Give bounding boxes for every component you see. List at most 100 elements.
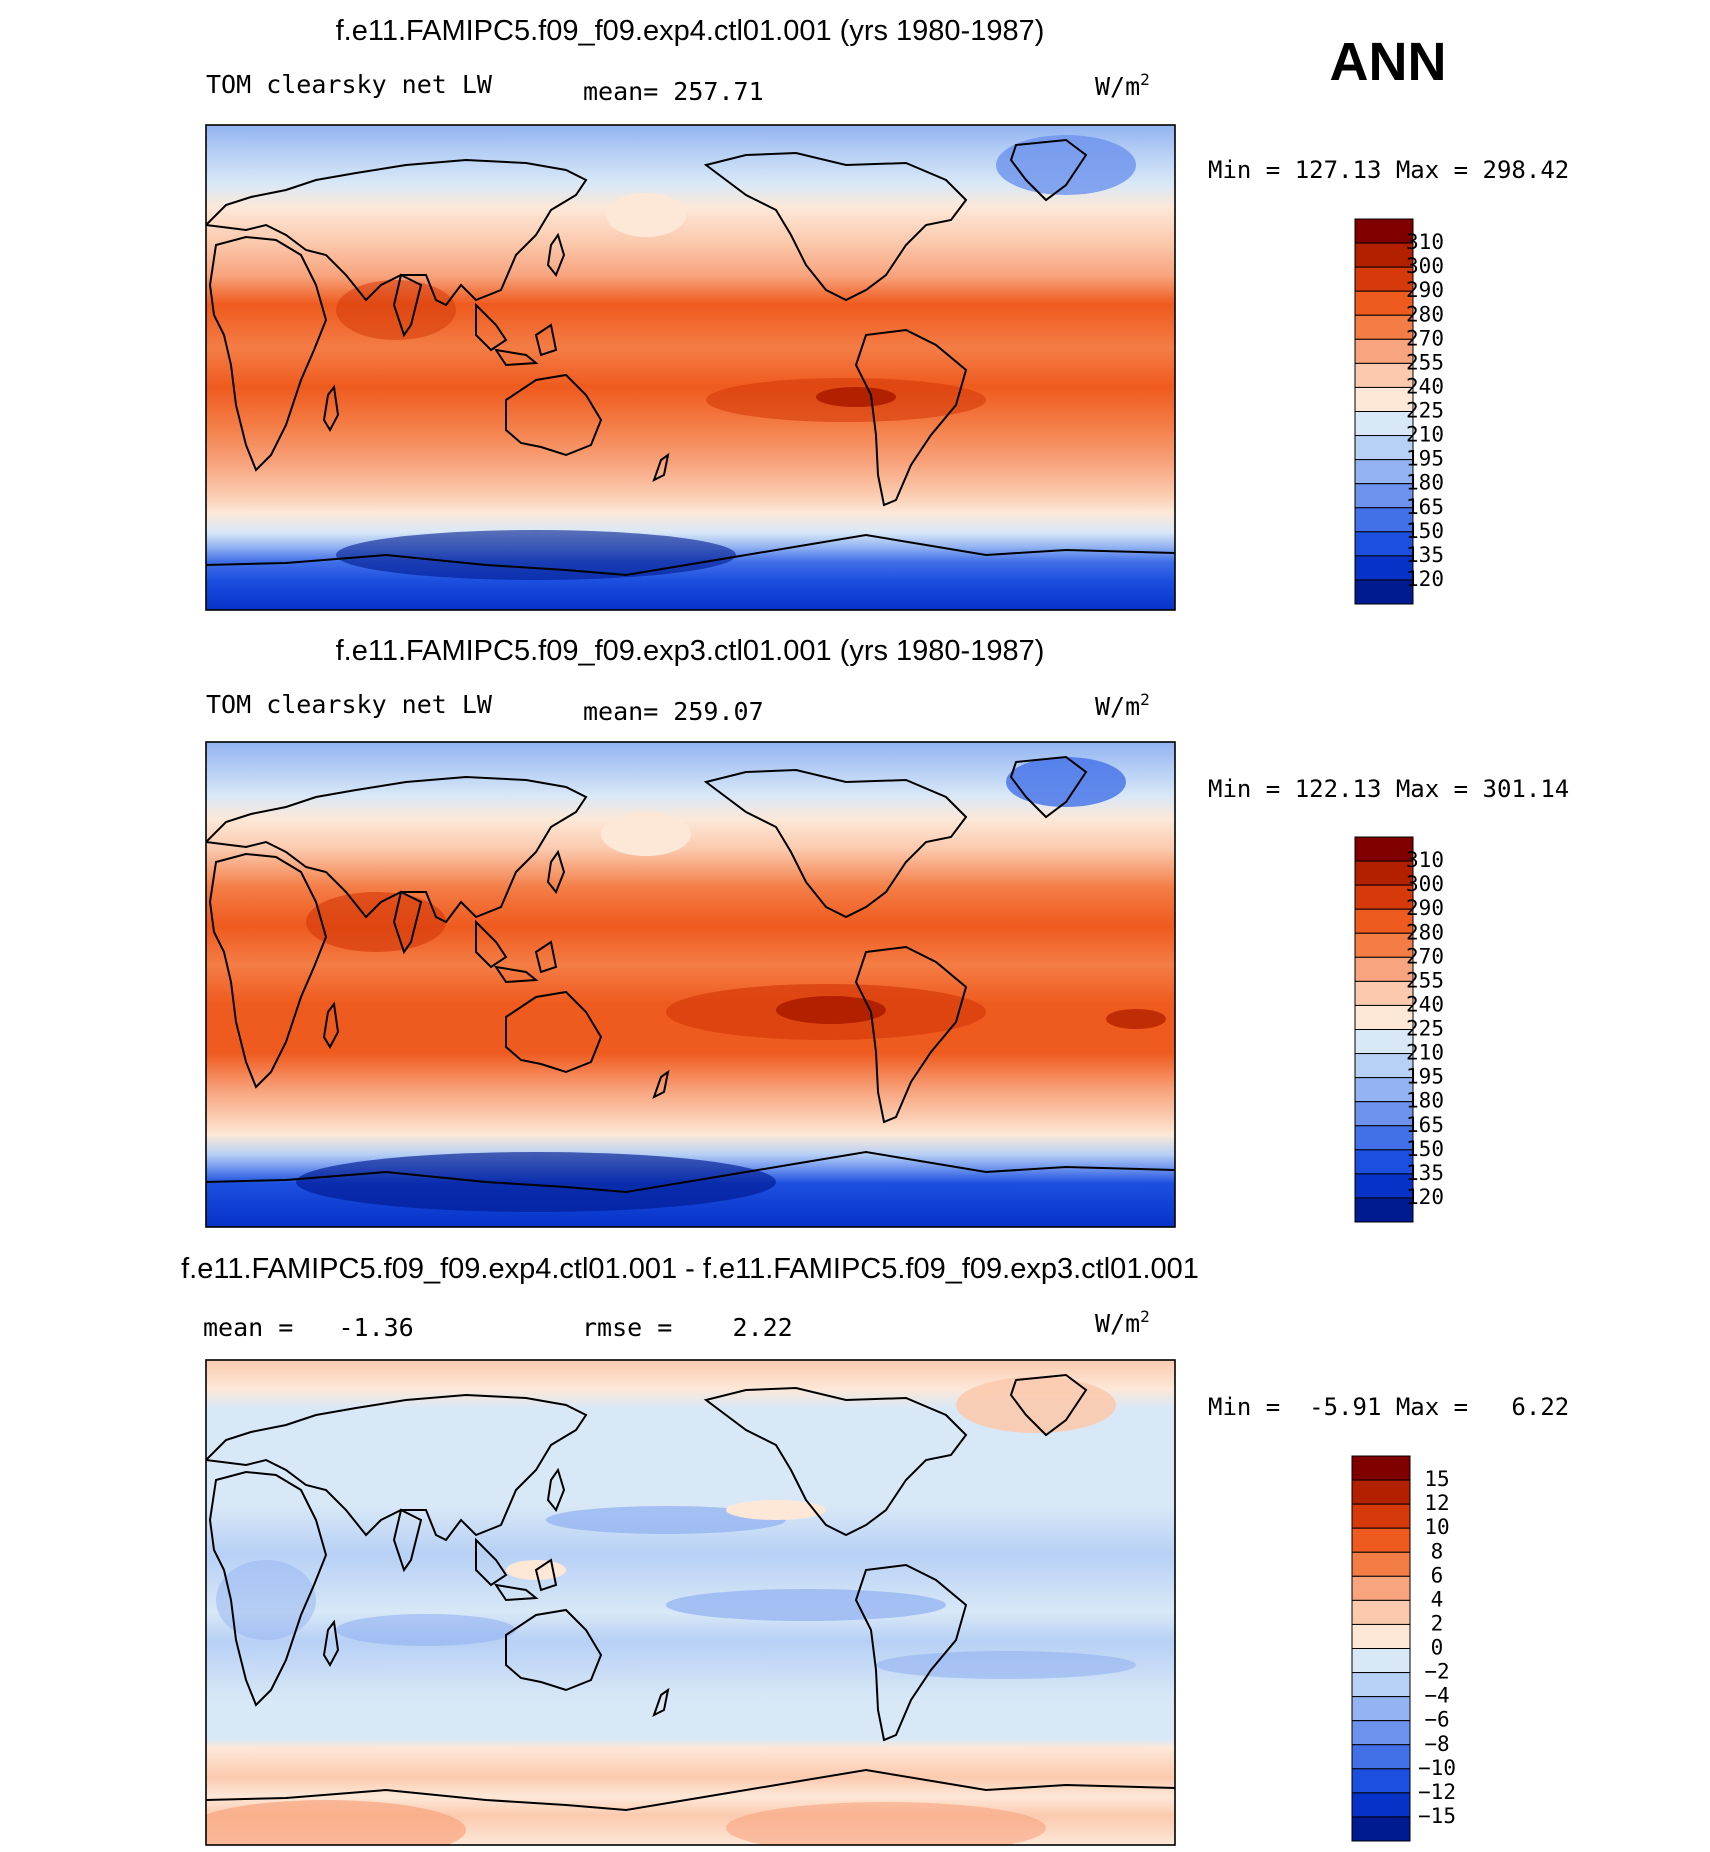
colorbar-swatch <box>1351 1623 1411 1649</box>
panel-3-minmax: Min = -5.91 Max = 6.22 <box>1208 1393 1569 1421</box>
colorbar-swatch <box>1354 314 1414 340</box>
colorbar-label: 165 <box>1406 495 1444 519</box>
panel-1-map-frame <box>205 124 1176 611</box>
colorbar-label: 290 <box>1406 896 1444 920</box>
colorbar-swatch <box>1354 860 1414 886</box>
panel-3-title: f.e11.FAMIPC5.f09_f09.exp4.ctl01.001 - f… <box>181 1253 1199 1285</box>
colorbar-swatch <box>1354 1004 1414 1031</box>
colorbar-label: 270 <box>1406 944 1444 968</box>
colorbar-swatch <box>1354 932 1414 958</box>
colorbar-label: −8 <box>1424 1732 1449 1756</box>
colorbar-swatch <box>1354 836 1414 862</box>
colorbar-swatch <box>1351 1816 1411 1842</box>
colorbar-label: −2 <box>1424 1660 1449 1684</box>
colorbar-swatch <box>1354 218 1414 244</box>
colorbar-label: 225 <box>1406 399 1444 423</box>
panel-3: f.e11.FAMIPC5.f09_f09.exp4.ctl01.001 - f… <box>181 1253 1569 1846</box>
colorbar-swatch <box>1354 908 1414 934</box>
panel-1-mean: mean= 257.71 <box>583 77 764 106</box>
colorbar-swatch <box>1354 555 1414 581</box>
colorbar-label: 255 <box>1406 350 1444 374</box>
panel-3-units: W/m2 <box>1095 1307 1150 1338</box>
colorbar-label: 0 <box>1431 1636 1444 1660</box>
colorbar-swatch <box>1354 1125 1414 1151</box>
colorbar-swatch <box>1354 980 1414 1006</box>
panel-1-variable: TOM clearsky net LW <box>206 70 493 99</box>
colorbar-label: −6 <box>1424 1708 1449 1732</box>
colorbar-swatch <box>1354 459 1414 485</box>
colorbar-label: −4 <box>1424 1684 1449 1708</box>
colorbar-label: 280 <box>1406 302 1444 326</box>
colorbar-label: 15 <box>1424 1467 1449 1491</box>
colorbar-swatch <box>1354 507 1414 533</box>
colorbar-swatch <box>1354 483 1414 509</box>
colorbar-swatch <box>1351 1455 1411 1481</box>
panel-1-units: W/m2 <box>1095 70 1150 101</box>
panel-1-map <box>206 125 1175 610</box>
panel-3-map-frame <box>205 1359 1176 1846</box>
panel-1-title: f.e11.FAMIPC5.f09_f09.exp4.ctl01.001 (yr… <box>336 15 1045 47</box>
colorbar-label: 120 <box>1406 567 1444 591</box>
colorbar-label: 310 <box>1406 848 1444 872</box>
colorbar-swatch <box>1354 531 1414 557</box>
colorbar-label: 270 <box>1406 326 1444 350</box>
colorbar-swatch <box>1351 1575 1411 1601</box>
colorbar-swatch <box>1354 884 1414 910</box>
colorbar-label: 8 <box>1431 1539 1444 1563</box>
colorbar-swatch <box>1354 266 1414 292</box>
panel-2-minmax: Min = 122.13 Max = 301.14 <box>1208 775 1569 803</box>
panel-1-minmax: Min = 127.13 Max = 298.42 <box>1208 156 1569 184</box>
colorbar-swatch <box>1354 1149 1414 1175</box>
panel-2-map-frame <box>205 741 1176 1228</box>
colorbar-label: 255 <box>1406 968 1444 992</box>
colorbar-label: 135 <box>1406 1161 1444 1185</box>
colorbar-label: 12 <box>1424 1491 1449 1515</box>
colorbar-label: 310 <box>1406 230 1444 254</box>
panel-3-mean: mean = -1.36 <box>203 1313 414 1342</box>
colorbar-swatch <box>1354 1053 1414 1079</box>
colorbar-label: 6 <box>1431 1563 1444 1587</box>
colorbar-label: 240 <box>1406 992 1444 1016</box>
colorbar-label: 225 <box>1406 1017 1444 1041</box>
colorbar-swatch <box>1351 1599 1411 1625</box>
colorbar-label: 150 <box>1406 519 1444 543</box>
colorbar-label: −10 <box>1418 1756 1456 1780</box>
colorbar-label: −15 <box>1418 1804 1456 1828</box>
colorbar-swatch <box>1351 1648 1411 1674</box>
colorbar-label: 135 <box>1406 543 1444 567</box>
colorbar-label: 240 <box>1406 374 1444 398</box>
panel-2-mean: mean= 259.07 <box>583 697 764 726</box>
colorbar-label: 210 <box>1406 1041 1444 1065</box>
colorbar-swatch <box>1354 1197 1414 1223</box>
colorbar-label: 165 <box>1406 1113 1444 1137</box>
colorbar-label: 10 <box>1424 1515 1449 1539</box>
colorbar-swatch <box>1351 1672 1411 1698</box>
panel-3-rmse: rmse = 2.22 <box>582 1313 793 1342</box>
colorbar-swatch <box>1351 1503 1411 1529</box>
colorbar-swatch <box>1354 579 1414 605</box>
panel-2-map <box>206 742 1175 1227</box>
colorbar-label: 2 <box>1431 1611 1444 1635</box>
colorbar-label: 300 <box>1406 254 1444 278</box>
panel-1: f.e11.FAMIPC5.f09_f09.exp4.ctl01.001 (yr… <box>205 15 1569 611</box>
colorbar-swatch <box>1354 338 1414 364</box>
colorbar-swatch <box>1354 1029 1414 1055</box>
colorbar-swatch <box>1351 1696 1411 1722</box>
colorbar-swatch <box>1354 362 1414 388</box>
panel-3-map <box>206 1360 1175 1845</box>
colorbar-label: 210 <box>1406 423 1444 447</box>
panel-2-units: W/m2 <box>1095 690 1150 721</box>
colorbar-swatch <box>1351 1768 1411 1794</box>
colorbar-swatch <box>1354 242 1414 268</box>
colorbar-swatch <box>1354 956 1414 982</box>
colorbar-swatch <box>1351 1479 1411 1505</box>
panel-2-colorbar: 3103002902802702552402252101951801651501… <box>1354 836 1444 1223</box>
colorbar-swatch <box>1351 1551 1411 1577</box>
colorbar-swatch <box>1354 1077 1414 1103</box>
panel-2-variable: TOM clearsky net LW <box>206 690 493 719</box>
colorbar-swatch <box>1351 1744 1411 1770</box>
colorbar-label: −12 <box>1418 1780 1456 1804</box>
colorbar-label: 195 <box>1406 447 1444 471</box>
colorbar-swatch <box>1351 1527 1411 1553</box>
